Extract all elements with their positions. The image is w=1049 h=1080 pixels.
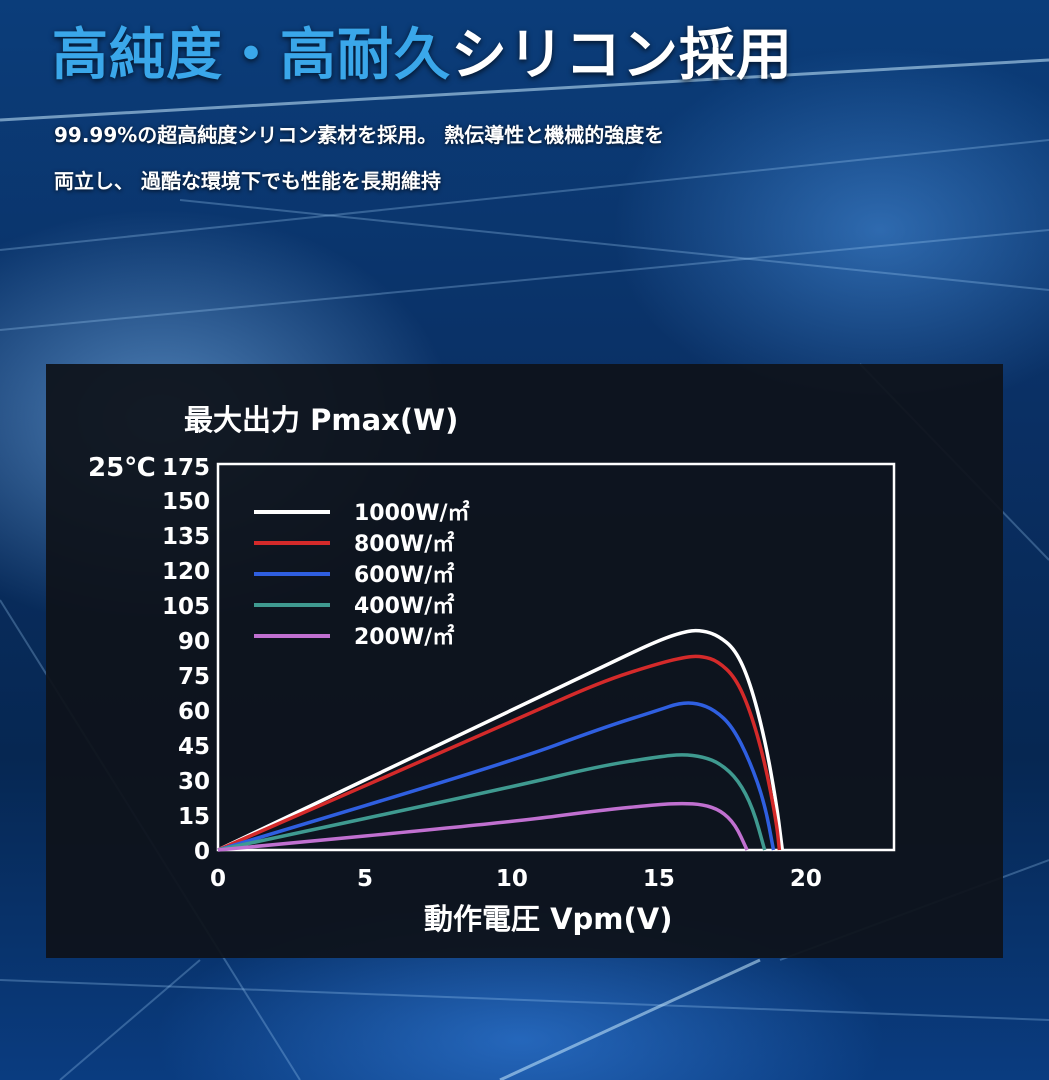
legend-label-2: 800W/㎡ [354,531,454,557]
y-tick-label: 135 [162,524,210,550]
y-tick-label: 90 [178,629,210,655]
description-line-2: 両立し、 過酷な環境下でも性能を長期維持 [54,169,441,193]
chart-panel: 最大出力 Pmax(W) 25℃ 動作電圧 Vpm(V) 0 15 30 45 60 75… [46,364,1003,958]
series-line-2 [217,654,782,852]
y-tick-label: 15 [178,804,210,830]
x-tick-label: 10 [496,866,528,892]
x-tick-label: 20 [790,866,822,892]
y-tick-label: 175 [162,455,210,481]
legend-label-5: 200W/㎡ [354,624,454,650]
legend-label-3: 600W/㎡ [354,562,454,588]
x-tick-label: 15 [643,866,675,892]
y-tick-label: 45 [178,734,210,760]
y-tick-label: 75 [178,664,210,690]
headline-main-text: シリコン採用 [451,23,793,88]
y-tick-label: 60 [178,699,210,725]
chart-title: 最大出力 Pmax(W) [184,403,458,437]
series-line-5 [217,801,749,852]
series-line-1 [217,628,785,852]
x-axis-label: 動作電圧 Vpm(V) [424,902,672,936]
legend-label-4: 400W/㎡ [354,593,454,619]
series-line-3 [217,701,776,852]
y-tick-label: 0 [194,839,210,865]
power-voltage-chart: 最大出力 Pmax(W) 25℃ 動作電圧 Vpm(V) 0 15 30 45 60 75… [88,403,896,936]
x-tick-label: 0 [210,866,226,892]
series-line-4 [217,753,767,852]
plot-area-frame [216,462,896,852]
y-tick-label: 150 [162,489,210,515]
temperature-label: 25℃ [88,453,156,483]
y-tick-label: 120 [162,559,210,585]
description: 99.99%の超高純度シリコン素材を採用。 熱伝導性と機械的強度を 両立し、 過… [54,112,664,204]
headline: 高純度・高耐久シリコン採用 [52,10,793,91]
description-line-1: 99.99%の超高純度シリコン素材を採用。 熱伝導性と機械的強度を [54,123,665,147]
y-tick-label: 105 [162,594,210,620]
y-tick-label: 30 [178,769,210,795]
x-tick-label: 5 [357,866,373,892]
headline-accent-text: 高純度・高耐久 [52,23,451,88]
legend-label-1: 1000W/㎡ [354,500,470,526]
